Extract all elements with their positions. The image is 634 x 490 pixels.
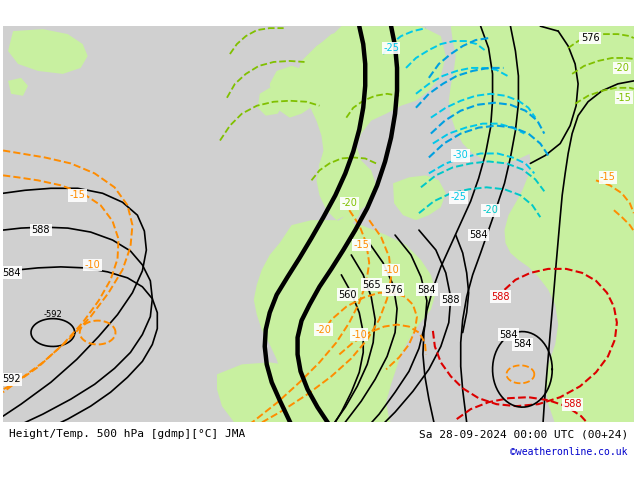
- Text: -25: -25: [451, 192, 467, 202]
- Text: Height/Temp. 500 hPa [gdmp][°C] JMA: Height/Temp. 500 hPa [gdmp][°C] JMA: [9, 429, 245, 439]
- Polygon shape: [269, 66, 320, 118]
- Polygon shape: [3, 422, 634, 464]
- Polygon shape: [8, 29, 87, 74]
- Text: 588: 588: [491, 292, 510, 302]
- Polygon shape: [258, 88, 283, 116]
- Polygon shape: [393, 175, 446, 220]
- Text: -10: -10: [351, 330, 367, 340]
- Polygon shape: [3, 26, 634, 464]
- Text: -592: -592: [44, 310, 62, 319]
- Text: 588: 588: [32, 225, 50, 235]
- Text: -15: -15: [353, 240, 369, 250]
- Polygon shape: [337, 203, 361, 230]
- Text: 592: 592: [2, 374, 20, 384]
- Polygon shape: [8, 78, 28, 96]
- Text: 584: 584: [418, 285, 436, 295]
- Text: -10: -10: [85, 260, 101, 270]
- Text: -20: -20: [316, 324, 332, 335]
- Text: 565: 565: [362, 280, 380, 290]
- Text: 588: 588: [563, 399, 581, 409]
- Text: -15: -15: [70, 190, 86, 200]
- Text: -20: -20: [614, 63, 630, 73]
- Text: 588: 588: [441, 294, 460, 305]
- Text: -20: -20: [482, 205, 498, 215]
- Text: -25: -25: [383, 43, 399, 53]
- Text: -20: -20: [341, 198, 357, 208]
- Text: 560: 560: [338, 290, 356, 300]
- Text: 584: 584: [469, 230, 488, 240]
- Polygon shape: [449, 26, 634, 164]
- Text: ©weatheronline.co.uk: ©weatheronline.co.uk: [510, 447, 628, 457]
- Polygon shape: [505, 26, 634, 464]
- Text: 576: 576: [581, 33, 599, 43]
- Polygon shape: [280, 66, 309, 88]
- Polygon shape: [297, 26, 446, 217]
- Polygon shape: [3, 436, 634, 464]
- Text: -15: -15: [600, 172, 616, 182]
- Polygon shape: [217, 363, 327, 436]
- Text: 584: 584: [2, 268, 20, 278]
- Text: 584: 584: [513, 340, 532, 349]
- Polygon shape: [297, 26, 421, 220]
- Text: 576: 576: [384, 285, 403, 295]
- Text: -10: -10: [383, 265, 399, 275]
- Text: 584: 584: [499, 330, 518, 340]
- Polygon shape: [254, 220, 436, 464]
- Text: Sa 28-09-2024 00:00 UTC (00+24): Sa 28-09-2024 00:00 UTC (00+24): [418, 429, 628, 439]
- Text: -30: -30: [453, 150, 469, 160]
- Polygon shape: [344, 305, 389, 374]
- Text: -15: -15: [616, 93, 632, 103]
